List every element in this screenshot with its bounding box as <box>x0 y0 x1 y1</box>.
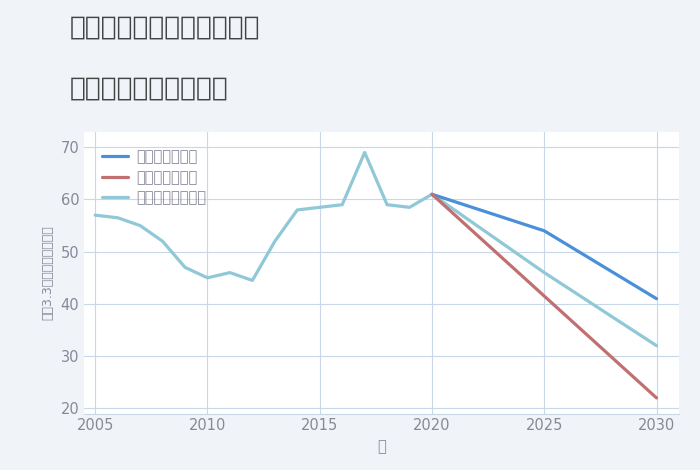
X-axis label: 年: 年 <box>377 439 386 454</box>
ノーマルシナリオ <box>360 149 369 155</box>
ノーマルシナリオ <box>652 343 661 349</box>
グッドシナリオ <box>540 228 549 234</box>
ノーマルシナリオ <box>158 238 167 244</box>
ノーマルシナリオ <box>91 212 99 218</box>
バッドシナリオ <box>428 191 436 197</box>
ノーマルシナリオ <box>113 215 122 220</box>
Line: グッドシナリオ: グッドシナリオ <box>432 194 657 299</box>
ノーマルシナリオ <box>293 207 302 213</box>
Text: 中古戸建ての価格推移: 中古戸建ての価格推移 <box>70 75 229 101</box>
バッドシナリオ <box>652 395 661 401</box>
ノーマルシナリオ <box>383 202 391 208</box>
ノーマルシナリオ <box>203 275 211 281</box>
ノーマルシナリオ <box>428 191 436 197</box>
ノーマルシナリオ <box>540 270 549 275</box>
Line: バッドシナリオ: バッドシナリオ <box>432 194 657 398</box>
ノーマルシナリオ <box>271 238 279 244</box>
ノーマルシナリオ <box>405 204 414 210</box>
Line: ノーマルシナリオ: ノーマルシナリオ <box>95 152 657 346</box>
ノーマルシナリオ <box>316 204 324 210</box>
ノーマルシナリオ <box>136 223 144 228</box>
Legend: グッドシナリオ, バッドシナリオ, ノーマルシナリオ: グッドシナリオ, バッドシナリオ, ノーマルシナリオ <box>97 145 211 210</box>
ノーマルシナリオ <box>225 270 234 275</box>
グッドシナリオ <box>652 296 661 302</box>
グッドシナリオ <box>428 191 436 197</box>
ノーマルシナリオ <box>248 278 257 283</box>
ノーマルシナリオ <box>338 202 346 208</box>
Text: 岐阜県不破郡垂井町大石の: 岐阜県不破郡垂井町大石の <box>70 14 260 40</box>
Y-axis label: 平（3.3㎡）単価（万円）: 平（3.3㎡）単価（万円） <box>42 225 55 320</box>
ノーマルシナリオ <box>181 265 189 270</box>
